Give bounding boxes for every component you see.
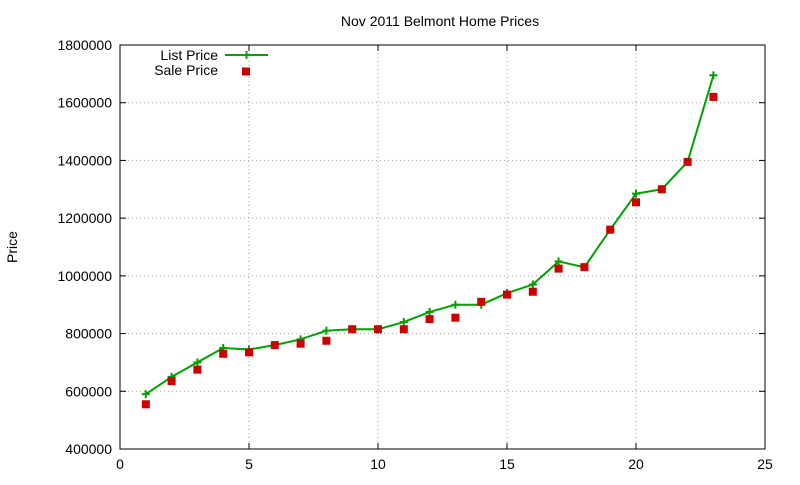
list-price-point [528, 280, 537, 289]
y-tick-label: 1600000 [57, 95, 112, 111]
series-layer [141, 71, 718, 409]
x-tick-label: 15 [499, 456, 515, 472]
list-price-point [425, 307, 434, 316]
legend-label-list-price: List Price [160, 47, 218, 63]
x-tick-label: 10 [370, 456, 386, 472]
y-tick-label: 400000 [65, 441, 112, 457]
y-tick-label: 1400000 [57, 152, 112, 168]
sale-price-point [528, 287, 537, 296]
y-tick-label: 1200000 [57, 210, 112, 226]
x-tick-label: 25 [757, 456, 773, 472]
sale-price-point [348, 325, 357, 334]
legend-marker-sale-price [242, 67, 250, 76]
sale-price-point [606, 225, 615, 234]
x-tick-label: 20 [628, 456, 644, 472]
legend-marker-list-price [242, 51, 251, 59]
y-axis-label: Price [4, 231, 20, 263]
sale-price-point [322, 336, 331, 345]
grid [120, 45, 765, 449]
list-price-point [399, 318, 408, 327]
chart-title: Nov 2011 Belmont Home Prices [341, 13, 539, 29]
sale-price-point [632, 198, 640, 207]
sale-price-point [477, 297, 486, 306]
y-tick-label: 1800000 [57, 37, 112, 53]
sale-price-point [580, 263, 589, 272]
sale-price-point [167, 377, 176, 386]
sale-price-point [425, 315, 434, 324]
sale-price-point [245, 348, 253, 357]
list-price-point [632, 189, 640, 198]
sale-price-point [503, 290, 511, 299]
list-price-point [141, 390, 150, 399]
sale-price-point [219, 349, 228, 358]
sale-price-point [451, 313, 460, 322]
list-price-point [451, 300, 460, 309]
sale-price-point [683, 157, 692, 166]
list-price-point [554, 257, 563, 266]
sale-price-point [709, 92, 718, 101]
sale-price-point [270, 341, 279, 350]
sale-price-point [374, 325, 382, 334]
plot-frame [119, 44, 766, 450]
sale-price-point [399, 325, 408, 334]
list-price-point [193, 358, 202, 367]
x-tick-label: 5 [245, 456, 253, 472]
y-tick-label: 600000 [65, 383, 112, 399]
list-price-point [709, 71, 718, 80]
axis-ticks: 0 5 10 15 20 25 400000 600000 800000 1000000 12000… [57, 37, 773, 472]
sale-price-point [554, 264, 563, 273]
legend-label-sale-price: Sale Price [154, 62, 218, 78]
sale-price-point [657, 185, 666, 194]
sale-price-point [296, 339, 305, 348]
list-price-line [145, 75, 715, 396]
legend: List Price Sale Price [154, 47, 268, 78]
list-price-point [322, 326, 331, 335]
x-tick-label: 0 [116, 456, 124, 472]
y-tick-label: 800000 [65, 326, 112, 342]
y-tick-label: 1000000 [57, 268, 112, 284]
sale-price-point [141, 400, 150, 409]
sale-price-point [193, 365, 202, 374]
